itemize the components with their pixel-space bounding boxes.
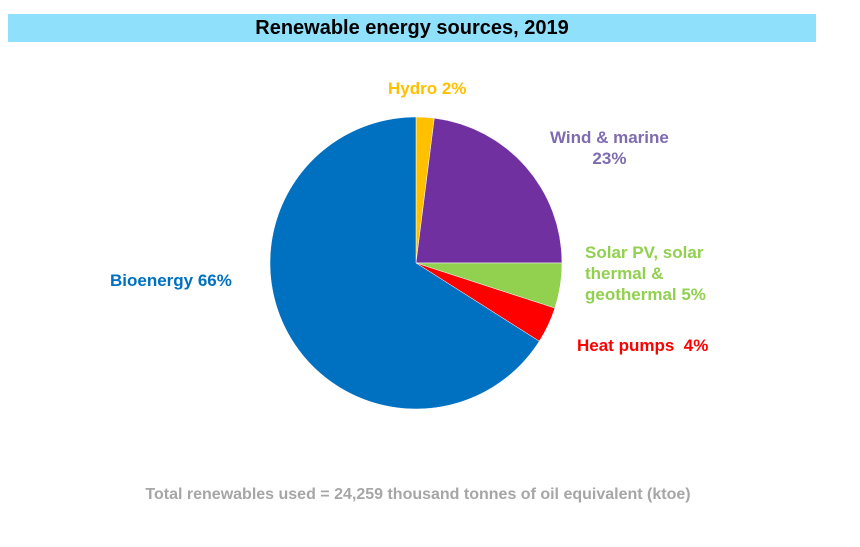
footnote: Total renewables used = 24,259 thousand … [145,486,691,503]
label-solar: Solar PV, solar thermal & geothermal 5% [585,243,706,304]
label-heat-pumps: Heat pumps 4% [577,336,709,355]
label-wind-marine: Wind & marine 23% [550,128,669,168]
label-bioenergy: Bioenergy 66% [110,271,232,290]
chart-title: Renewable energy sources, 2019 [8,14,816,42]
pie-slice-wind-marine [415,117,563,264]
label-hydro: Hydro 2% [388,79,467,98]
pie-slice-bioenergy [269,116,540,410]
